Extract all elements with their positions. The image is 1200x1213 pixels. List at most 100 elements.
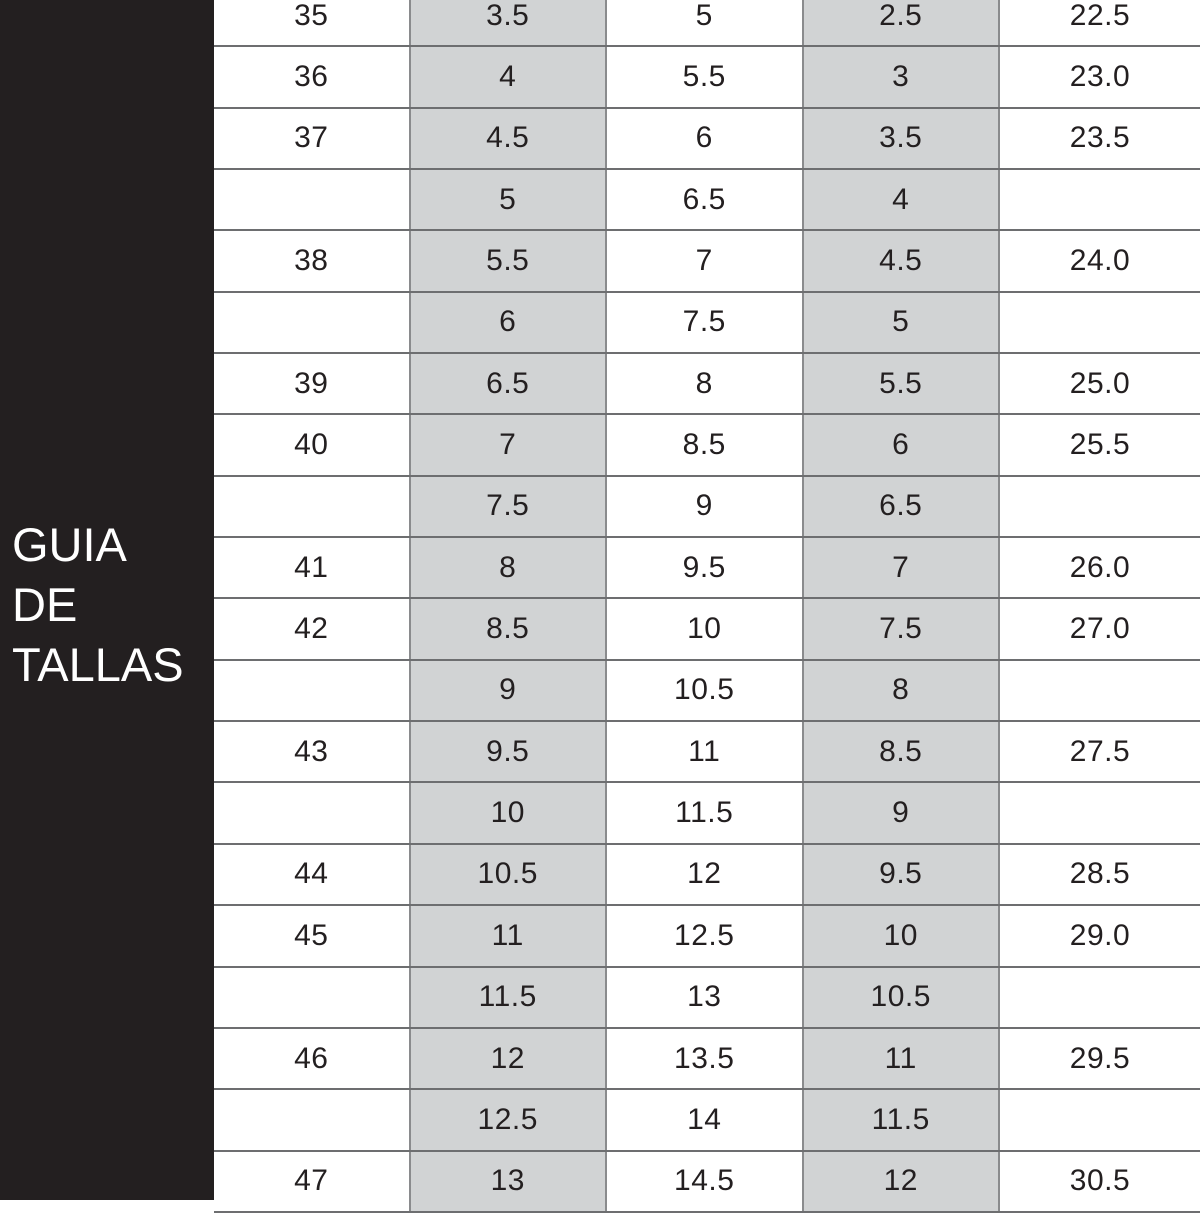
table-cell: 4.5 [803,231,1000,291]
table-cell: 10.5 [803,967,1000,1027]
table-cell [1000,293,1200,352]
table-row: 12.5 14 11.5 [214,1090,1200,1152]
table-row: 35 3.5 5 2.5 22.5 [214,0,1200,48]
table-cell: 8.5 [607,415,804,475]
table-cell: 37 [214,108,411,169]
table-row: 7.5 9 6.5 [214,476,1200,539]
table-cell: 9.5 [607,538,804,598]
table-cell: 22.5 [1069,0,1131,32]
table-cell: 41 [214,538,411,598]
table-cell: 9 [803,783,1000,843]
table-row: 11.5 13 10.5 [214,967,1200,1029]
title-line: DE [12,578,78,631]
table-cell: 4 [803,170,1000,230]
table-cell: 28.5 [1069,857,1131,891]
table-cell: 8 [607,354,804,414]
table-cell: 25.5 [1069,428,1131,462]
table-cell: 6.5 [803,476,1000,537]
table-cell: 35 [214,0,411,46]
table-row: 6 7.5 5 [214,292,1200,355]
table-cell: 3 [803,47,1000,107]
table-cell: 29.5 [1069,1041,1131,1075]
title-line: TALLAS [12,638,184,691]
table-cell: 44 [214,844,411,905]
table-cell: 3.5 [410,0,607,46]
table-cell: 5 [410,170,607,230]
table-cell [214,170,411,230]
table-cell: 27.5 [1069,734,1131,768]
table-cell [214,292,411,353]
table-cell: 11.5 [607,783,804,843]
table-cell: 12 [803,1151,1000,1211]
table-cell: 6.5 [607,170,804,230]
table-row: 37 4.5 6 3.5 23.5 [214,108,1200,171]
table-cell: 8.5 [803,722,1000,782]
table-cell: 45 [214,906,411,966]
table-cell: 12.5 [410,1090,607,1150]
table-cell: 2.5 [803,0,1000,46]
table-cell: 24.0 [1069,244,1131,278]
size-guide-title: GUIA DE TALLAS [12,515,184,695]
table-cell: 27.0 [1069,612,1131,646]
table-cell: 5.5 [803,354,1000,414]
table-row: 40 7 8.5 6 25.5 [214,415,1200,477]
table-cell [214,783,411,843]
table-cell [1000,968,1200,1027]
table-cell: 39 [214,354,411,414]
table-cell: 3.5 [803,108,1000,169]
table-cell: 7.5 [607,292,804,353]
table-cell: 11.5 [410,967,607,1027]
table-cell: 8 [410,538,607,598]
table-cell: 10 [803,906,1000,966]
table-cell: 12 [607,844,804,905]
table-cell: 11 [803,1028,1000,1089]
table-cell: 7 [607,231,804,291]
table-cell: 36 [214,47,411,107]
table-cell: 26.0 [1069,550,1131,584]
table-cell: 14.5 [607,1151,804,1211]
table-cell: 6 [803,415,1000,475]
table-row: 38 5.5 7 4.5 24.0 [214,231,1200,293]
table-cell: 11 [410,906,607,966]
table-row: 9 10.5 8 [214,660,1200,723]
table-cell: 47 [214,1151,411,1211]
title-line: GUIA [12,518,127,571]
table-cell: 46 [214,1028,411,1089]
table-cell: 14 [607,1090,804,1150]
table-cell: 29.0 [1069,918,1131,952]
table-cell: 8 [803,660,1000,721]
table-cell: 43 [214,722,411,782]
table-cell: 5 [803,292,1000,353]
table-row: 39 6.5 8 5.5 25.0 [214,354,1200,416]
table-row: 41 8 9.5 7 26.0 [214,538,1200,600]
table-cell: 11 [607,722,804,782]
table-cell: 30.5 [1069,1164,1131,1198]
table-cell [1000,783,1200,842]
table-cell: 6 [607,108,804,169]
table-cell: 13.5 [607,1028,804,1089]
table-cell: 23.5 [1069,121,1131,155]
table-cell: 12 [410,1028,607,1089]
table-row: 47 13 14.5 12 30.5 [214,1151,1200,1213]
table-cell: 7.5 [803,599,1000,659]
table-cell: 6.5 [410,354,607,414]
table-cell: 5.5 [607,47,804,107]
table-cell: 38 [214,231,411,291]
table-cell: 5 [607,0,804,46]
table-row: 46 12 13.5 11 29.5 [214,1028,1200,1091]
table-row: 43 9.5 11 8.5 27.5 [214,722,1200,784]
table-cell: 4 [410,47,607,107]
table-cell: 9.5 [410,722,607,782]
table-cell [1000,661,1200,720]
table-cell: 12.5 [607,906,804,966]
table-cell: 10.5 [607,660,804,721]
size-table: 35 3.5 5 2.5 22.5 36 4 5.5 3 23.0 37 4.5 6 3.5 23.5 5 6.… [214,0,1200,1213]
table-cell [214,967,411,1027]
table-cell: 11.5 [803,1090,1000,1150]
table-row: 5 6.5 4 [214,170,1200,232]
table-row: 45 11 12.5 10 29.0 [214,906,1200,968]
table-cell [214,476,411,537]
table-cell [1000,170,1200,229]
table-cell: 6 [410,292,607,353]
table-cell [214,660,411,721]
